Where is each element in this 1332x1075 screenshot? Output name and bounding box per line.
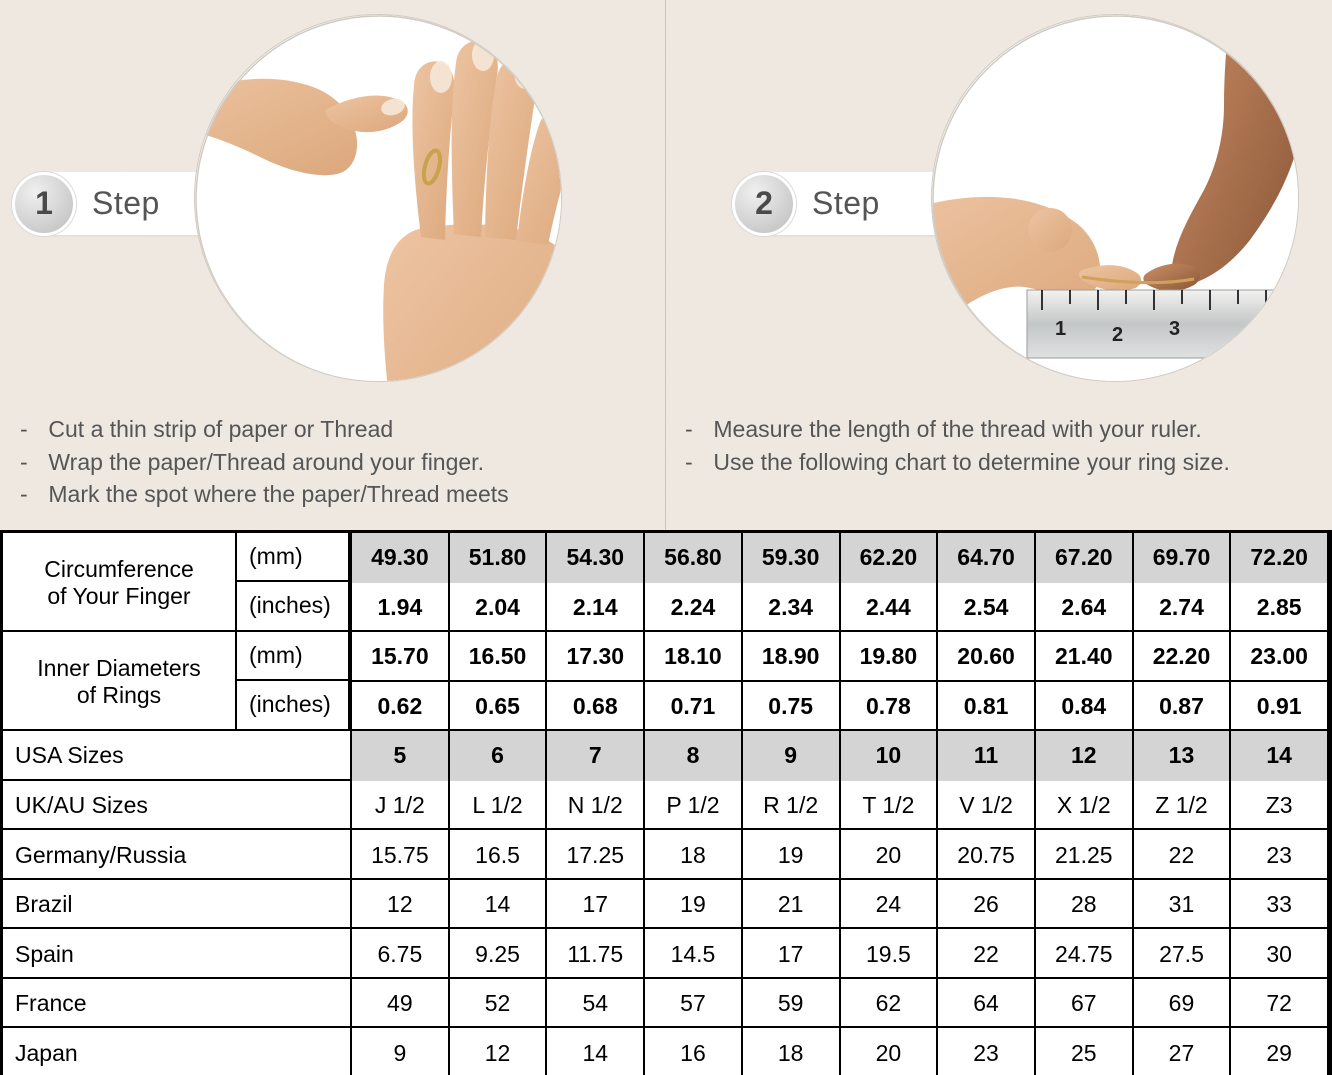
svg-text:1: 1 [1055,318,1066,340]
svg-text:2: 2 [1112,324,1123,346]
svg-text:3: 3 [1169,318,1180,340]
